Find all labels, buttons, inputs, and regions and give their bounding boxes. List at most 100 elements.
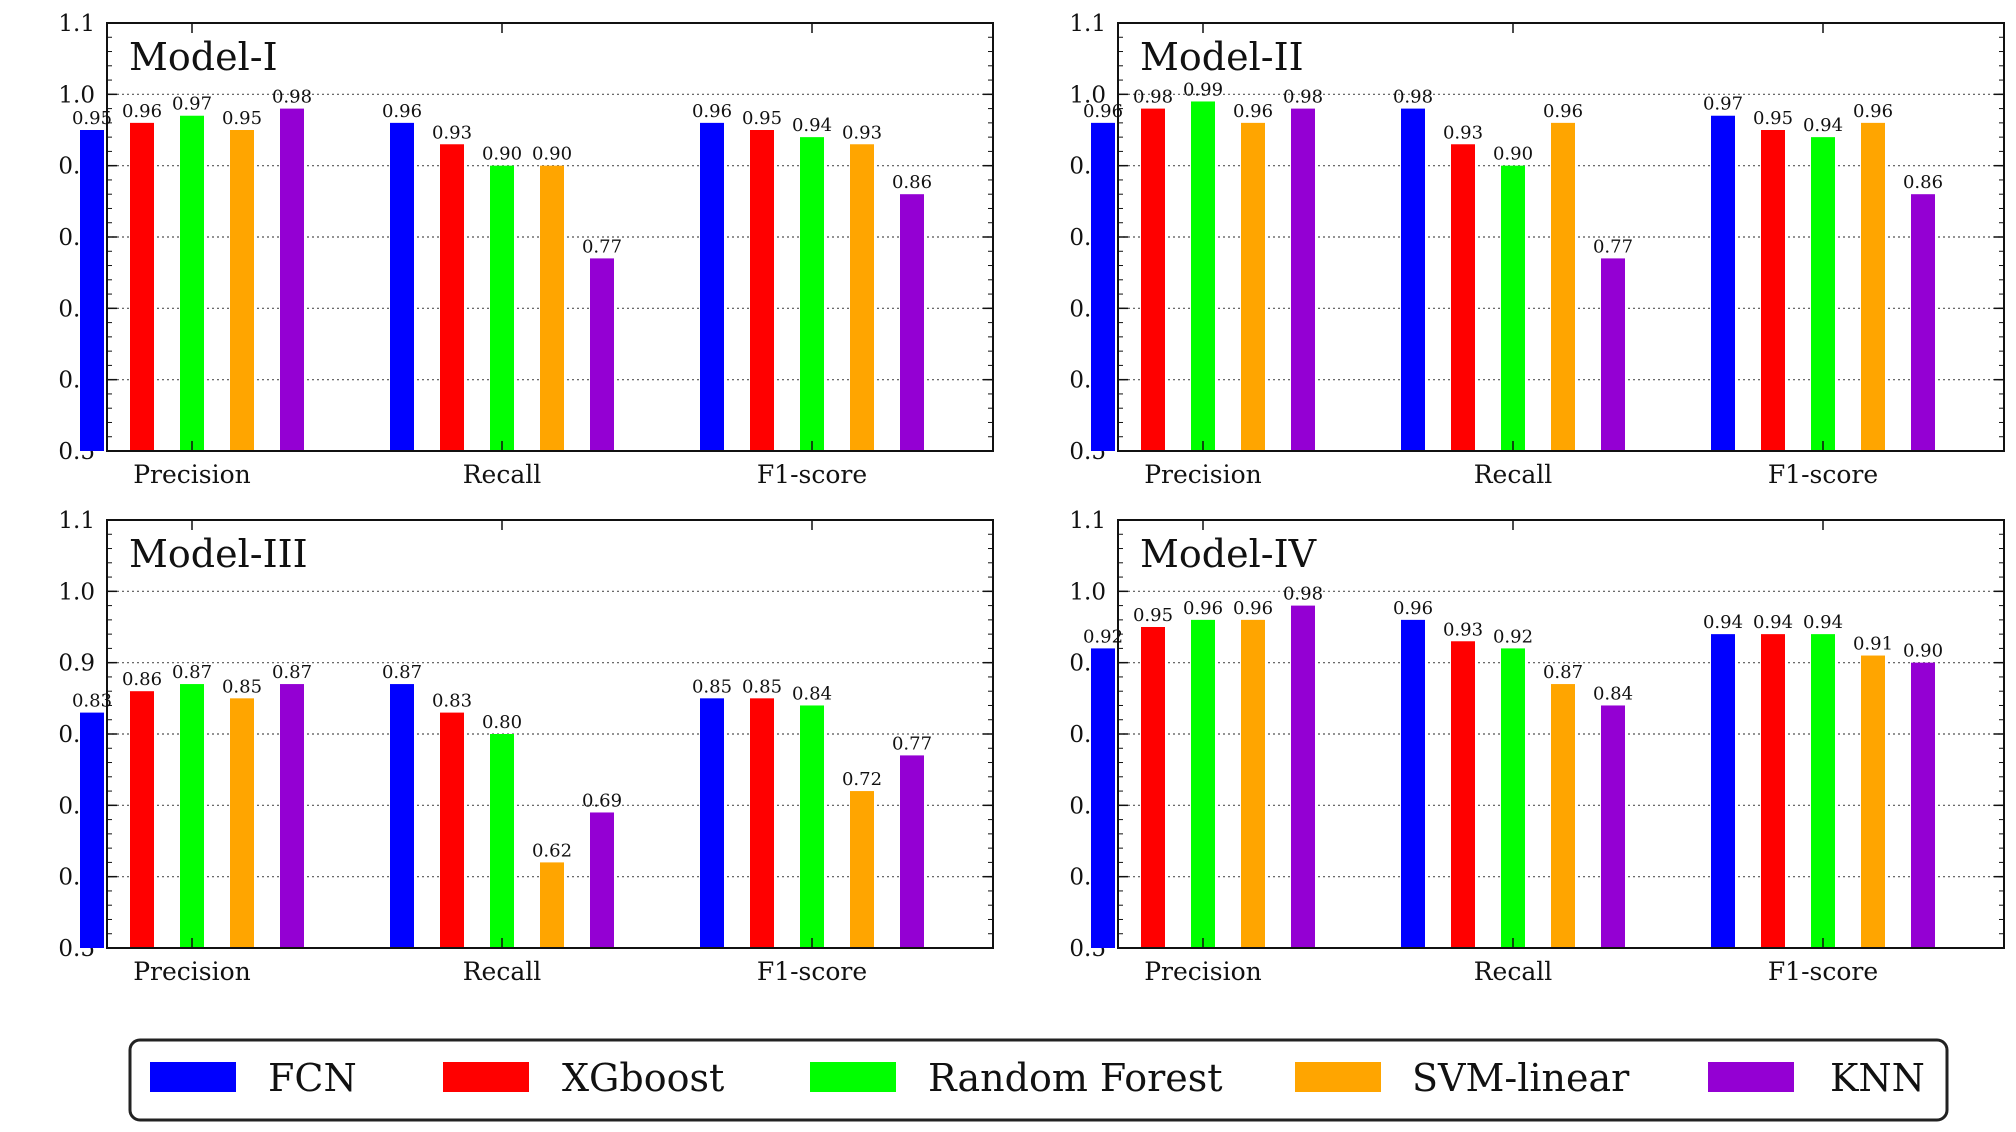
bar-fcn-f1-score: [1711, 634, 1735, 948]
bar-xgboost-recall: [440, 144, 464, 451]
bar-value-label: 0.69: [582, 790, 622, 811]
bar-value-label: 0.93: [1443, 619, 1483, 640]
legend-label: SVM-linear: [1412, 1056, 1630, 1100]
bar-value-label: 0.96: [1183, 598, 1223, 619]
bar-value-label: 0.85: [742, 676, 782, 697]
bar-random-forest-precision: [1191, 620, 1215, 948]
y-tick-label: 0.9: [58, 651, 95, 677]
bar-value-label: 0.77: [582, 236, 622, 257]
bar-xgboost-f1-score: [1761, 634, 1785, 948]
bar-svm-linear-precision: [230, 130, 254, 451]
bar-value-label: 0.93: [432, 122, 472, 143]
bar-value-label: 0.92: [1493, 626, 1533, 647]
bar-fcn-precision: [80, 713, 104, 948]
legend-label: KNN: [1830, 1056, 1925, 1100]
bar-value-label: 0.93: [1443, 122, 1483, 143]
bar-knn-f1-score: [1911, 194, 1935, 451]
bar-knn-recall: [1601, 705, 1625, 948]
bar-value-label: 0.93: [842, 122, 882, 143]
bar-value-label: 0.86: [122, 669, 162, 690]
bar-random-forest-precision: [180, 684, 204, 948]
bar-svm-linear-recall: [540, 166, 564, 451]
bar-value-label: 0.94: [1753, 612, 1793, 633]
bar-value-label: 0.96: [692, 101, 732, 122]
bar-value-label: 0.90: [532, 144, 572, 165]
bar-knn-recall: [590, 812, 614, 948]
bar-fcn-recall: [390, 684, 414, 948]
x-category-label: Precision: [133, 957, 251, 986]
bar-value-label: 0.62: [532, 840, 572, 861]
x-category-label: Precision: [1144, 460, 1262, 489]
bar-xgboost-f1-score: [750, 698, 774, 948]
y-tick-label: 1.1: [58, 11, 95, 37]
panel-title: Model-I: [129, 35, 278, 79]
legend-label: FCN: [268, 1056, 357, 1100]
bar-knn-recall: [1601, 258, 1625, 451]
x-category-label: F1-score: [1768, 957, 1878, 986]
x-category-label: Recall: [463, 957, 542, 986]
bar-value-label: 0.94: [1803, 612, 1843, 633]
legend-swatch-knn: [1708, 1062, 1794, 1092]
bar-xgboost-f1-score: [1761, 130, 1785, 451]
bar-value-label: 0.86: [892, 172, 932, 193]
bar-fcn-f1-score: [1711, 116, 1735, 451]
legend-swatch-svm-linear: [1295, 1062, 1381, 1092]
bar-random-forest-precision: [1191, 101, 1215, 451]
bar-fcn-f1-score: [700, 123, 724, 451]
bar-value-label: 0.96: [1233, 598, 1273, 619]
y-tick-label: 1.1: [58, 508, 95, 534]
legend-swatch-random-forest: [810, 1062, 896, 1092]
y-tick-label: 1.0: [58, 579, 95, 605]
chart-panels: 0.50.60.70.80.91.01.10.95 0.96 0.960.960.9…: [58, 11, 2004, 986]
bar-value-label: 0.77: [892, 733, 932, 754]
bar-knn-f1-score: [900, 755, 924, 948]
bar-fcn-recall: [1401, 620, 1425, 948]
bar-value-label: 0.80: [482, 712, 522, 733]
bar-value-label: 0.98: [1283, 87, 1323, 108]
bar-xgboost-recall: [440, 713, 464, 948]
bar-fcn-recall: [390, 123, 414, 451]
bar-value-label: 0.90: [1493, 144, 1533, 165]
bar-value-label: 0.98: [1133, 87, 1173, 108]
bar-value-label: 0.72: [842, 769, 882, 790]
x-category-label: F1-score: [757, 460, 867, 489]
bar-random-forest-f1-score: [800, 137, 824, 451]
bar-svm-linear-f1-score: [850, 791, 874, 948]
bar-xgboost-precision: [1141, 109, 1165, 451]
bar-fcn-recall: [1401, 109, 1425, 451]
chart-panel-1: 0.50.60.70.80.91.01.10.95 0.96 0.960.960.9…: [58, 11, 993, 489]
bar-value-label: 0.87: [172, 662, 212, 683]
bar-value-label: 0.98: [272, 87, 312, 108]
y-tick-label: 1.1: [1069, 11, 1106, 37]
x-category-label: Recall: [1474, 957, 1553, 986]
bar-value-label: 0.96: [122, 101, 162, 122]
x-category-label: Precision: [133, 460, 251, 489]
bar-value-label: 0.99: [1183, 79, 1223, 100]
chart-panel-2: 0.50.60.70.80.91.01.10.960.98 0.970.980.9…: [1069, 11, 2004, 489]
bar-knn-precision: [280, 109, 304, 451]
y-tick-label: 1.0: [1069, 579, 1106, 605]
bar-random-forest-precision: [180, 116, 204, 451]
bar-value-label: 0.95: [1753, 108, 1793, 129]
bar-value-label: 0.96: [1543, 101, 1583, 122]
bar-xgboost-precision: [1141, 627, 1165, 948]
bar-xgboost-precision: [130, 691, 154, 948]
chart-panel-4: 0.50.60.70.80.91.01.10.920.960.940.950.9…: [1069, 508, 2004, 986]
x-category-label: Precision: [1144, 957, 1262, 986]
bar-value-label: 0.96: [1853, 101, 1893, 122]
legend: FCN XGboost Random Forest SVM-linear KNN: [130, 1040, 1947, 1120]
bar-knn-recall: [590, 258, 614, 451]
bar-random-forest-f1-score: [1811, 137, 1835, 451]
bar-knn-f1-score: [1911, 663, 1935, 948]
bar-xgboost-recall: [1451, 641, 1475, 948]
panel-title: Model-II: [1140, 35, 1304, 79]
chart-panel-3: 0.50.60.70.80.91.01.10.830.870.850.860.8…: [58, 508, 993, 986]
bar-knn-precision: [280, 684, 304, 948]
bar-random-forest-f1-score: [800, 705, 824, 948]
bar-svm-linear-recall: [1551, 123, 1575, 451]
bar-value-label: 0.96: [382, 101, 422, 122]
bar-svm-linear-recall: [1551, 684, 1575, 948]
bar-value-label: 0.95: [1133, 605, 1173, 626]
x-category-label: F1-score: [757, 957, 867, 986]
